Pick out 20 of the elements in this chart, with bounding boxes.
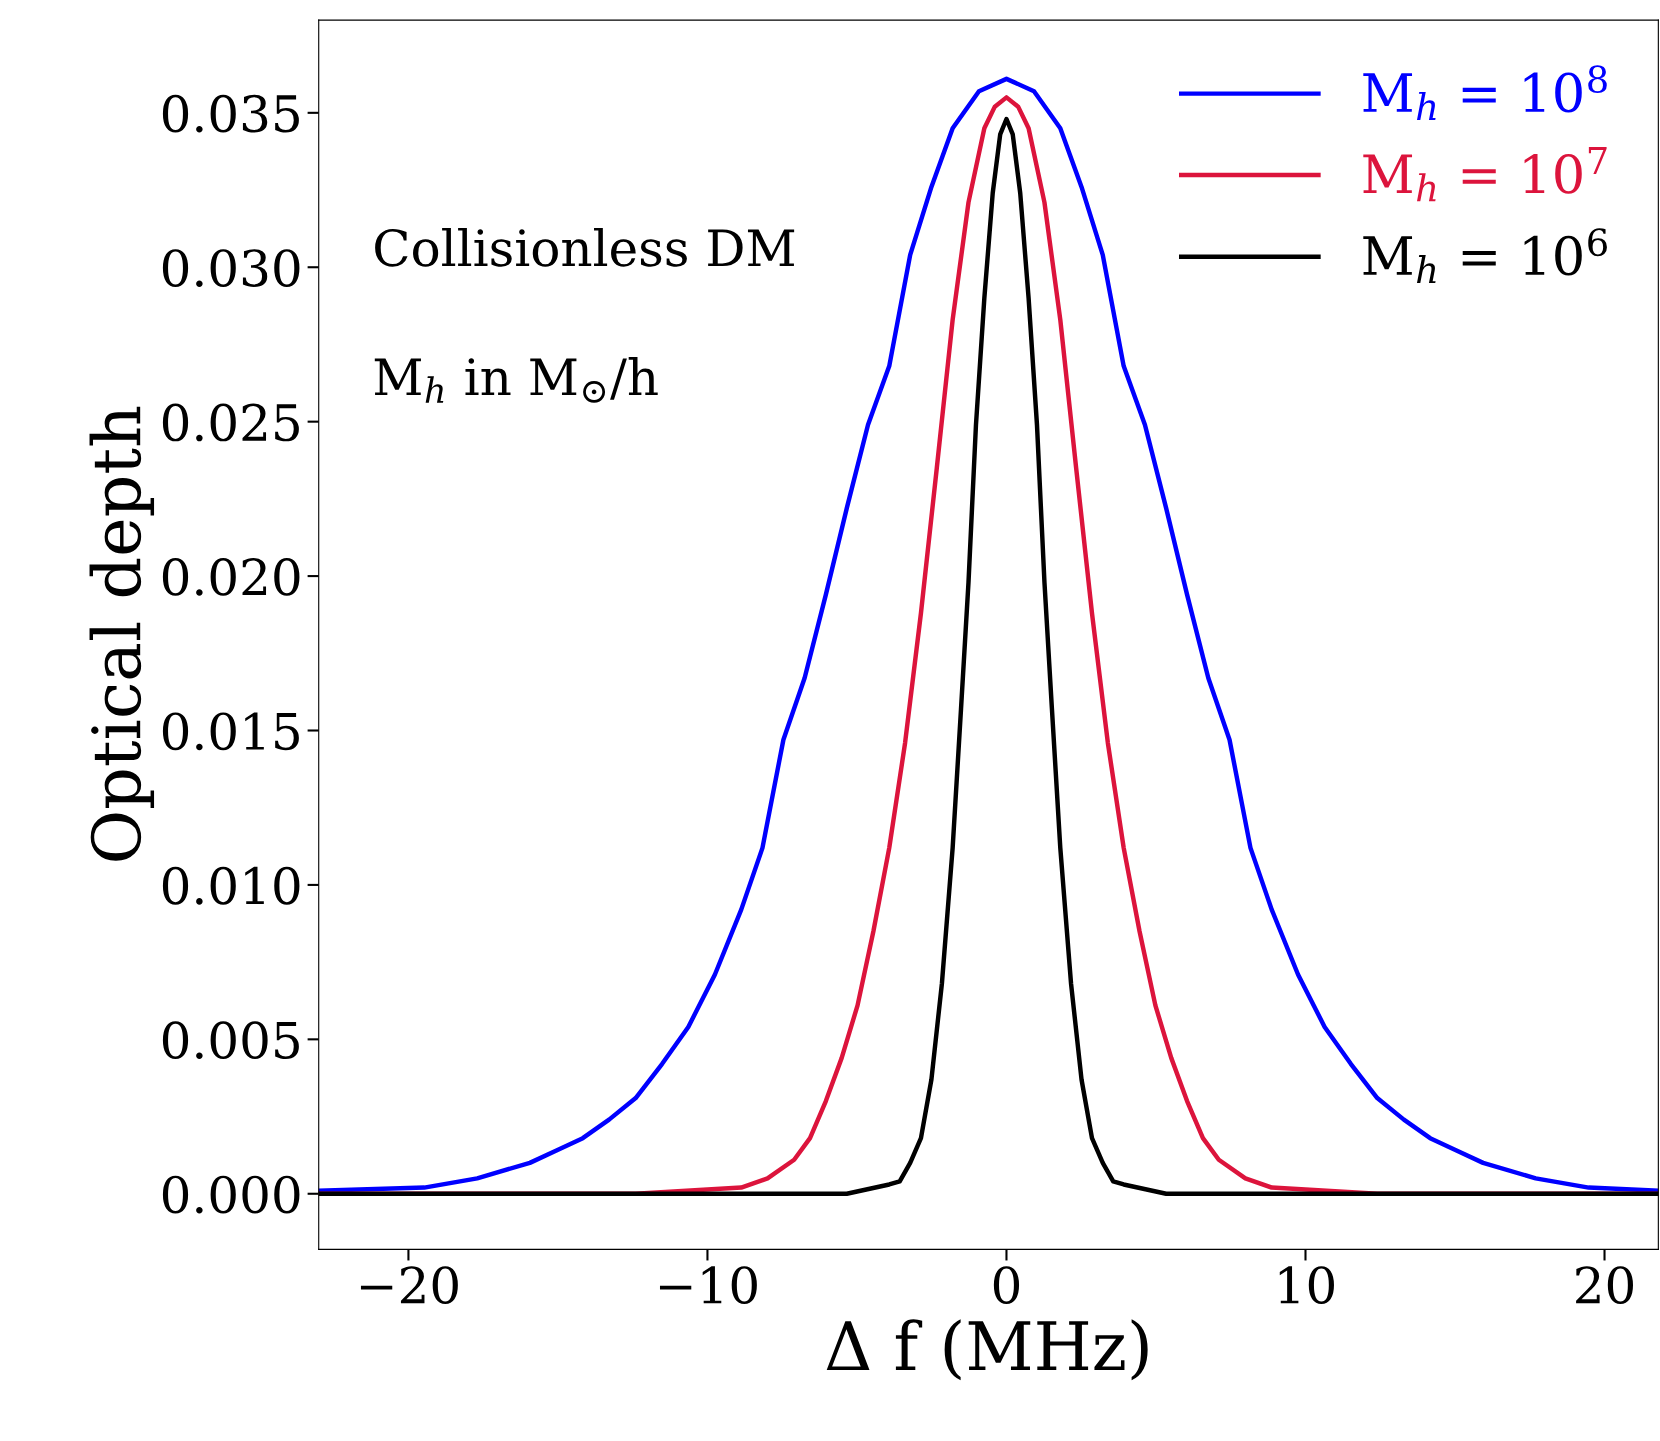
x-tick-label: 10 bbox=[1279, 1266, 1334, 1305]
y-tick-label: 0.015 bbox=[162, 712, 299, 751]
y-tick-label: 0.035 bbox=[162, 94, 299, 133]
y-tick-label: 0.005 bbox=[162, 1021, 299, 1060]
x-tick-label: 0 bbox=[993, 1266, 1020, 1305]
y-axis-title: Optical depth bbox=[89, 406, 155, 861]
annotation: Collisionless DM bbox=[375, 228, 795, 267]
y-tick-label: 0.025 bbox=[162, 403, 299, 442]
annotation: M$_{h}$ in M$_{⊙}$/h bbox=[374, 357, 658, 403]
y-tick-label: 0.030 bbox=[162, 249, 300, 287]
legend-label: M$_{h}$ = 10$^{7}$ bbox=[1363, 146, 1607, 202]
legend-label: M$_{h}$ = 10$^{8}$ bbox=[1363, 65, 1607, 120]
x-tick-label: −20 bbox=[360, 1266, 458, 1305]
y-tick-label: 0.020 bbox=[162, 557, 300, 596]
y-tick-label: 0.010 bbox=[162, 866, 300, 905]
y-tick-label: 0.000 bbox=[162, 1175, 300, 1214]
x-tick-label: 20 bbox=[1576, 1266, 1634, 1305]
x-tick-label: −10 bbox=[659, 1266, 757, 1305]
legend-label: M$_{h}$ = 10$^{6}$ bbox=[1363, 228, 1607, 284]
x-axis-title: Δ f (MHz) bbox=[826, 1319, 1148, 1381]
